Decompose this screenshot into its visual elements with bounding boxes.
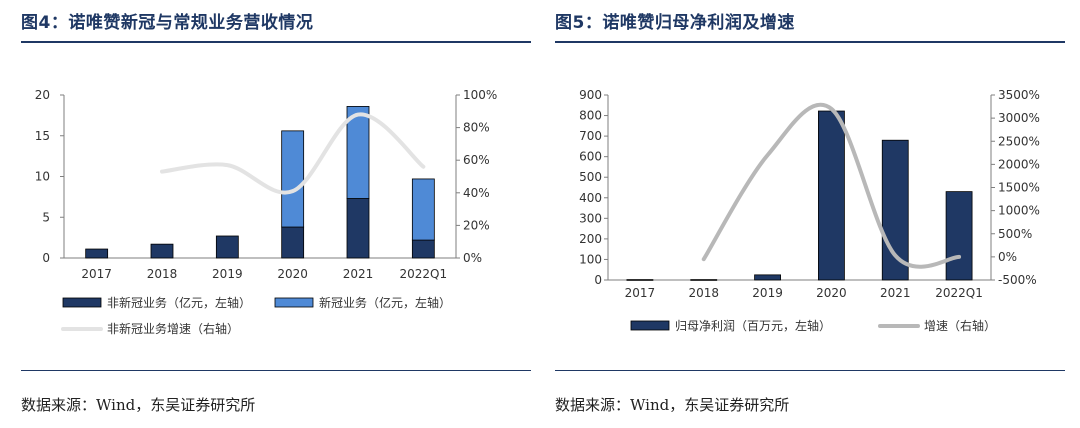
legend-swatch	[630, 320, 670, 331]
growth-line	[701, 102, 962, 269]
figure-4-title: 图4：诺唯赞新冠与常规业务营收情况	[21, 13, 314, 33]
legend-label: 增速（右轴）	[924, 318, 996, 333]
left-axis-tick-label: 400	[579, 191, 602, 205]
bar-1	[945, 191, 973, 281]
right-axis-tick-label: 1500%	[998, 181, 1040, 195]
category-tick-label: 2020	[816, 286, 847, 300]
figure-5-source: 数据来源：Wind，东吴证券研究所	[555, 396, 790, 414]
right-axis-tick-label: -500%	[998, 273, 1037, 287]
category-tick-label: 2020	[277, 267, 308, 281]
right-axis-tick-label: 80%	[463, 121, 490, 135]
category-tick-label: 2019	[212, 267, 243, 281]
bar-1	[215, 235, 239, 259]
category-tick-label: 2022Q1	[935, 286, 983, 300]
category-tick-label: 2018	[147, 267, 178, 281]
right-axis-tick-label: 40%	[463, 186, 490, 200]
figure-4-bottom-rule	[21, 370, 531, 371]
category-tick-label: 2019	[752, 286, 783, 300]
category-tick-label: 2017	[81, 267, 112, 281]
left-axis-tick-label: 200	[579, 232, 602, 246]
left-axis-tick-label: 5	[42, 210, 50, 224]
left-axis-tick-label: 0	[594, 273, 602, 287]
figure-4-source: 数据来源：Wind，东吴证券研究所	[21, 396, 256, 414]
bar-2	[411, 178, 435, 241]
category-tick-label: 2021	[343, 267, 374, 281]
figure-5-chart: 0 100 200 300 400 500 600 700 800 900 -500% 0% 500% 1…	[579, 88, 1040, 333]
left-axis-tick-label: 15	[35, 129, 50, 143]
right-axis-tick-label: 500%	[998, 227, 1032, 241]
bar-1	[754, 274, 781, 281]
figure-5-top-rule	[555, 41, 1065, 43]
right-axis-tick-label: 60%	[463, 153, 490, 167]
legend-label: 非新冠业务（亿元，左轴）	[107, 295, 251, 310]
right-axis-tick-label: 2000%	[998, 157, 1040, 171]
left-axis-tick-label: 10	[35, 170, 50, 184]
figure-4-chart: 0 5 10 15 20 0% 20% 40% 60% 80% 100% 2017 2018 2019 20…	[35, 88, 498, 336]
right-axis-tick-label: 0%	[463, 251, 482, 265]
category-tick-label: 2018	[688, 286, 719, 300]
legend-swatch	[62, 297, 102, 308]
left-axis-tick-label: 900	[579, 88, 602, 102]
bar-1	[818, 110, 845, 281]
left-axis-tick-label: 700	[579, 129, 602, 143]
figure-5-title: 图5：诺唯赞归母净利润及增速	[555, 13, 795, 33]
left-axis-tick-label: 800	[579, 109, 602, 123]
right-axis-tick-label: 20%	[463, 218, 490, 232]
right-axis-tick-label: 3500%	[998, 88, 1040, 102]
right-axis-tick-label: 2500%	[998, 134, 1040, 148]
category-tick-label: 2021	[880, 286, 911, 300]
growth-line	[160, 112, 426, 195]
bar-2	[281, 130, 305, 228]
legend-label: 新冠业务（亿元，左轴）	[319, 295, 451, 310]
legend-swatch	[274, 297, 314, 308]
left-axis-tick-label: 500	[579, 170, 602, 184]
bar-1	[346, 198, 370, 259]
right-axis-tick-label: 100%	[463, 88, 497, 102]
left-axis-tick-label: 600	[579, 150, 602, 164]
left-axis-tick-label: 0	[42, 251, 50, 265]
legend-label: 非新冠业务增速（右轴）	[107, 321, 239, 336]
category-tick-label: 2017	[625, 286, 656, 300]
bar-1	[85, 248, 109, 259]
right-axis-tick-label: 0%	[998, 250, 1017, 264]
bar-1	[281, 226, 305, 259]
bar-1	[411, 239, 435, 259]
bar-1	[150, 243, 174, 259]
bar-1	[626, 279, 654, 281]
left-axis-tick-label: 20	[35, 88, 50, 102]
right-axis-tick-label: 1000%	[998, 204, 1040, 218]
bar-1	[690, 279, 718, 281]
legend-label: 归母净利润（百万元，左轴）	[675, 318, 831, 333]
figure-4-top-rule	[21, 41, 531, 43]
figure-4-panel: 图4：诺唯赞新冠与常规业务营收情况 0 5 10 15 20 0% 20% 40% 60% 80%…	[21, 0, 531, 428]
bar-2	[346, 106, 370, 199]
figure-5-panel: 图5：诺唯赞归母净利润及增速 0 100 200 300 400 500 600 700 800…	[555, 0, 1065, 428]
left-axis-tick-label: 100	[579, 252, 602, 266]
left-axis-tick-label: 300	[579, 211, 602, 225]
category-tick-label: 2022Q1	[400, 267, 448, 281]
figure-5-bottom-rule	[555, 370, 1065, 371]
bar-1	[881, 139, 909, 281]
right-axis-tick-label: 3000%	[998, 111, 1040, 125]
